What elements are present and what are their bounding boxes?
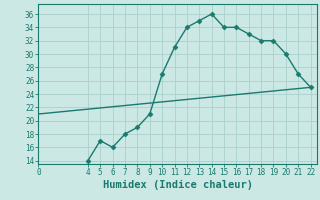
X-axis label: Humidex (Indice chaleur): Humidex (Indice chaleur) (103, 180, 252, 190)
